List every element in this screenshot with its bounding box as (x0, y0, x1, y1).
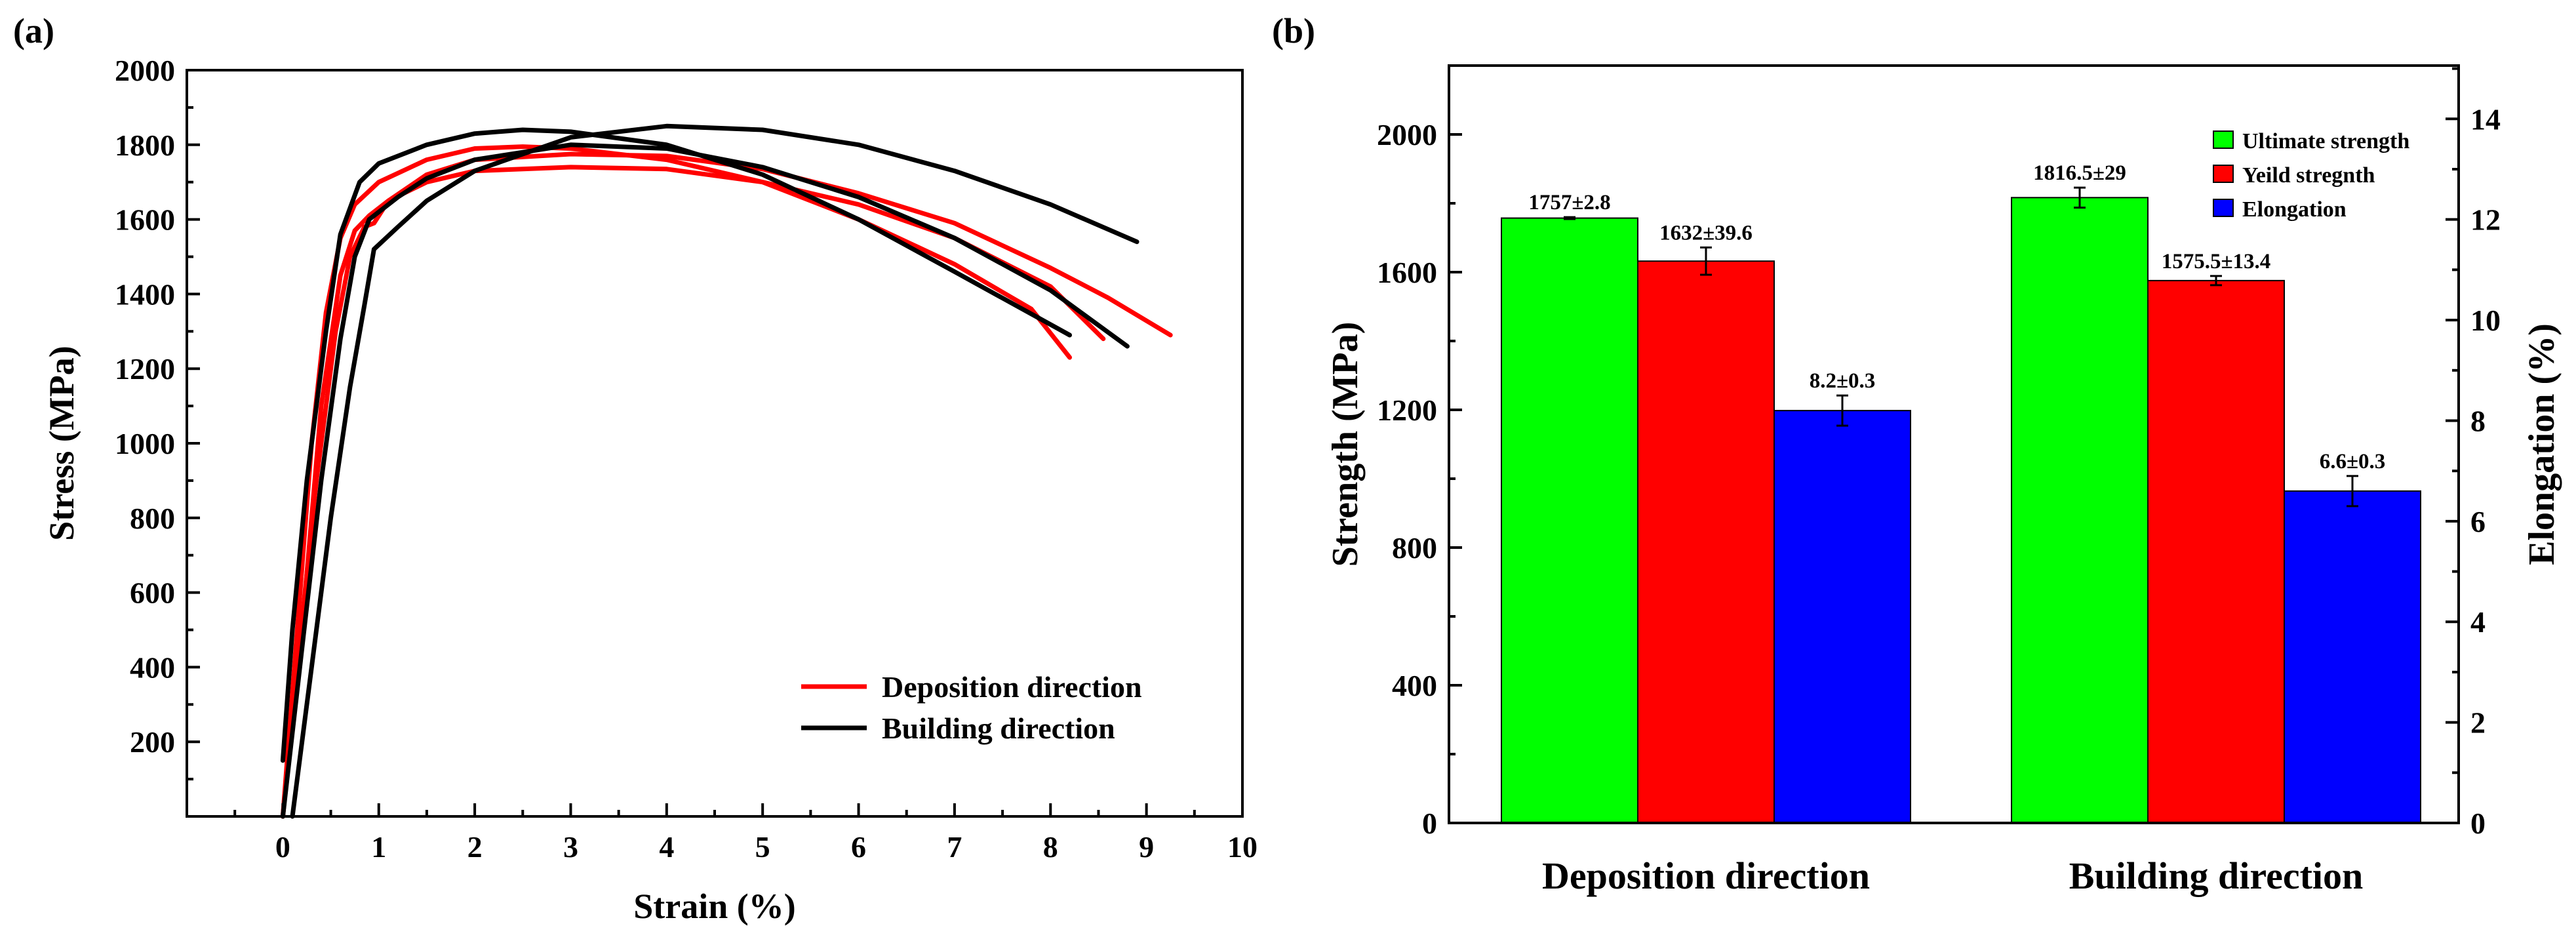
x-tick-label: 8 (1043, 830, 1058, 864)
panel-label-a: (a) (13, 11, 54, 50)
stress-strain-curve-5 (290, 123, 1139, 819)
panel-label-b: (b) (1272, 11, 1315, 50)
y-axis-label-left: Strength (MPa) (1325, 322, 1366, 567)
y-tick-label-right: 12 (2470, 203, 2501, 237)
x-axis-label: Strain (%) (633, 887, 795, 926)
panel-a-line-chart: (a) 0 1 2 3 4 5 6 7 8 9 10 200 400 600 800 1000 1200 1400 1… (13, 11, 1258, 926)
y-tick-label-left: 400 (1392, 669, 1437, 702)
y-tick-label-right: 4 (2470, 605, 2486, 639)
x-tick-label: 6 (851, 830, 866, 864)
y-tick-label: 1800 (115, 129, 175, 162)
panel-b-bar-chart: (b) 1757±2.8 1816.5±29 1632±39.6 1575.5±13.4… (1272, 11, 2562, 897)
x-tick-label: 10 (1227, 830, 1258, 864)
y-tick-label-right: 2 (2470, 706, 2486, 740)
y-tick-label-left: 800 (1392, 531, 1437, 565)
y-tick-label-right: 10 (2470, 304, 2501, 337)
y-tick-label-right: 6 (2470, 505, 2486, 538)
y-tick-label: 1600 (115, 203, 175, 237)
plot-frame-b (1448, 64, 2460, 824)
y-tick-label: 1400 (115, 277, 175, 311)
bar-0-1 (2011, 197, 2149, 824)
bar-value-label: 1575.5±13.4 (2162, 250, 2271, 273)
x-tick-label: 3 (563, 830, 578, 864)
legend-label-1: Ultimate strength (2242, 129, 2409, 153)
y-tick-label-left: 2000 (1377, 118, 1437, 151)
y-tick-label: 800 (130, 502, 175, 535)
category-label-1: Deposition direction (1542, 854, 1870, 897)
y-tick-label: 2000 (115, 54, 175, 87)
bar-value-label: 1757±2.8 (1528, 191, 1610, 214)
y-axis-label: Stress (MPa) (42, 346, 81, 540)
legend-swatch-1 (2213, 130, 2234, 149)
legend-label-2: Yeild stregnth (2242, 163, 2375, 188)
x-tick-label: 0 (275, 830, 290, 864)
x-tick-label: 5 (755, 830, 770, 864)
bar-value-label: 1816.5±29 (2033, 161, 2126, 185)
legend-label-1: Deposition direction (882, 670, 1142, 704)
legend-label-3: Elongation (2242, 197, 2347, 222)
legend-swatch-3 (2213, 199, 2234, 217)
x-tick-label: 4 (659, 830, 674, 864)
y-tick-label: 600 (130, 576, 175, 610)
stress-strain-curve-4 (280, 127, 1072, 763)
bar-1-1 (2147, 279, 2285, 824)
bar-value-label: 1632±39.6 (1659, 221, 1753, 245)
legend-swatch-2 (2213, 165, 2234, 183)
legend-label-2: Building direction (882, 711, 1115, 745)
x-tick-label: 9 (1139, 830, 1154, 864)
bar-2-0 (1773, 410, 1911, 824)
y-tick-label-left: 0 (1422, 807, 1437, 840)
y-tick-label-left: 1600 (1377, 256, 1437, 289)
bar-2-1 (2284, 490, 2421, 824)
y-tick-label: 400 (130, 651, 175, 684)
y-tick-label-right: 8 (2470, 404, 2486, 437)
x-tick-label: 2 (467, 830, 483, 864)
y-tick-label: 1000 (115, 427, 175, 460)
y-tick-label-left: 1200 (1377, 393, 1437, 427)
y-tick-label: 1200 (115, 352, 175, 386)
y-tick-label-right: 0 (2470, 807, 2486, 840)
y-axis-label-right: Elongation (%) (2522, 323, 2562, 565)
stress-strain-curve-2 (280, 165, 1106, 819)
x-tick-label: 7 (947, 830, 962, 864)
stress-strain-curve-6 (280, 142, 1130, 819)
plot-frame-a (186, 69, 1244, 818)
x-tick-label: 1 (371, 830, 386, 864)
bar-0-0 (1501, 217, 1638, 824)
category-label-2: Building direction (2069, 854, 2364, 897)
y-tick-label-right: 14 (2470, 102, 2501, 136)
bar-1-0 (1637, 260, 1775, 824)
bar-value-label: 6.6±0.3 (2320, 450, 2386, 473)
bar-value-label: 8.2±0.3 (1810, 369, 1876, 393)
y-tick-label: 200 (130, 725, 175, 759)
